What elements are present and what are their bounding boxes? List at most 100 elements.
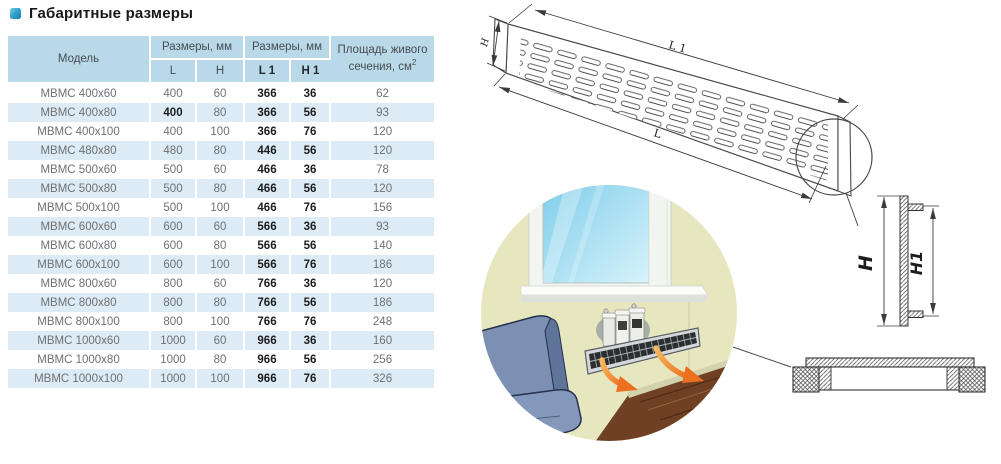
cell-model: МВМС 1000x80 <box>8 350 151 369</box>
table-row: МВМС 400x60 400 60 366 36 62 <box>8 83 434 103</box>
table-row: МВМС 800x80 800 80 766 56 186 <box>8 293 434 312</box>
cell-h1: 76 <box>290 312 331 331</box>
table-row: МВМС 800x60 800 60 766 36 120 <box>8 274 434 293</box>
mount-leader <box>732 346 792 368</box>
cell-h1: 56 <box>290 350 331 369</box>
cell-area: 120 <box>372 277 393 290</box>
cell-area: 160 <box>372 334 393 347</box>
grille-right-cap <box>837 115 852 197</box>
table-row: МВМС 1000x100 1000 100 966 76 326 <box>8 369 434 388</box>
cell-model: МВМС 600x100 <box>8 255 151 274</box>
dim-label-l: L <box>652 126 663 141</box>
window-sill <box>520 285 709 296</box>
cell-l: 500 <box>150 198 197 217</box>
cell-h1: 56 <box>290 179 331 198</box>
cell-h1: 36 <box>290 331 331 350</box>
header-area-sup: 2 <box>411 58 417 68</box>
header-area-line1: Площадь живого <box>337 44 428 57</box>
cell-h1: 56 <box>290 141 331 160</box>
cell-l1: 466 <box>244 179 291 198</box>
cell-l1: 366 <box>244 122 291 141</box>
cell-l: 600 <box>150 217 197 236</box>
cell-l1: 466 <box>244 198 291 217</box>
cell-l: 1000 <box>150 350 197 369</box>
baseboard <box>627 357 737 398</box>
cell-h1: 36 <box>290 83 331 103</box>
cell-area: 62 <box>376 87 389 100</box>
cell-model: МВМС 500x80 <box>8 179 151 198</box>
cell-l1: 466 <box>244 160 291 179</box>
cell-l: 400 <box>150 103 197 122</box>
table-row: МВМС 400x100 400 100 366 76 120 <box>8 122 434 141</box>
header-l: L <box>150 59 197 84</box>
iso-grille-drawing: L 1 L H <box>479 3 873 227</box>
cell-l1: 446 <box>244 141 291 160</box>
cell-l1: 966 <box>244 331 291 350</box>
cell-l1: 766 <box>244 312 291 331</box>
cell-h: 80 <box>196 141 245 160</box>
cell-h: 60 <box>196 83 245 103</box>
dim-line-h-iso <box>491 20 501 67</box>
cell-area: 78 <box>376 163 389 176</box>
cell-h: 80 <box>196 236 245 255</box>
cell-h1: 76 <box>290 198 331 217</box>
table-row: МВМС 400x80 400 80 366 56 93 <box>8 103 434 122</box>
cell-h: 80 <box>196 293 245 312</box>
cell-model: МВМС 1000x100 <box>8 369 151 388</box>
cell-h: 100 <box>196 122 245 141</box>
cell-area: 256 <box>372 353 393 366</box>
cell-l1: 366 <box>244 103 291 122</box>
table-row: МВМС 600x80 600 80 566 56 140 <box>8 236 434 255</box>
cell-model: МВМС 800x100 <box>8 312 151 331</box>
cell-l1: 566 <box>244 236 291 255</box>
h-section-drawing: H H1 <box>855 195 939 327</box>
installation-scene <box>481 185 737 441</box>
header-dims-l1h1: Размеры, мм <box>244 36 331 60</box>
dim-line-l <box>498 86 813 200</box>
cell-h: 80 <box>196 350 245 369</box>
cell-h1: 56 <box>290 236 331 255</box>
cell-h1: 56 <box>290 103 331 122</box>
cell-area: 326 <box>372 372 393 385</box>
cell-h1: 56 <box>290 293 331 312</box>
header-l1: L 1 <box>244 59 291 84</box>
table-row: МВМС 500x80 500 80 466 56 120 <box>8 179 434 198</box>
header-model: Модель <box>8 36 151 84</box>
cell-model: МВМС 600x80 <box>8 236 151 255</box>
table-header: Модель Размеры, мм Размеры, мм Площадь ж… <box>8 36 434 84</box>
cell-l1: 366 <box>244 83 291 103</box>
cell-area: 186 <box>372 258 393 271</box>
cell-area: 248 <box>372 315 393 328</box>
header-area-line2: сечения, см <box>348 60 412 73</box>
cell-h1: 76 <box>290 255 331 274</box>
dim-label-h1: H1 <box>907 251 926 276</box>
table-row: МВМС 480x80 480 80 446 56 120 <box>8 141 434 160</box>
cell-l: 1000 <box>150 331 197 350</box>
table-row: МВМС 600x60 600 60 566 36 93 <box>8 217 434 236</box>
cell-h: 60 <box>196 274 245 293</box>
cell-l: 800 <box>150 293 197 312</box>
cell-h: 100 <box>196 198 245 217</box>
cell-l1: 566 <box>244 217 291 236</box>
cell-area: 120 <box>372 182 393 195</box>
wall-grille <box>584 327 701 375</box>
table-row: МВМС 1000x60 1000 60 966 36 160 <box>8 331 434 350</box>
cell-l: 400 <box>150 122 197 141</box>
cell-l: 600 <box>150 255 197 274</box>
header-h: H <box>196 59 245 84</box>
cell-area: 156 <box>372 201 393 214</box>
cell-h: 80 <box>196 103 245 122</box>
cell-area: 140 <box>372 239 393 252</box>
cell-l: 400 <box>150 83 197 103</box>
cell-l: 1000 <box>150 369 197 388</box>
mount-section-drawing <box>732 346 986 393</box>
cell-h1: 76 <box>290 369 331 388</box>
magnifier-circle <box>795 118 873 196</box>
cell-l: 480 <box>150 141 197 160</box>
cell-l: 600 <box>150 236 197 255</box>
cell-h1: 36 <box>290 217 331 236</box>
cell-area: 120 <box>372 144 393 157</box>
cell-l: 800 <box>150 312 197 331</box>
